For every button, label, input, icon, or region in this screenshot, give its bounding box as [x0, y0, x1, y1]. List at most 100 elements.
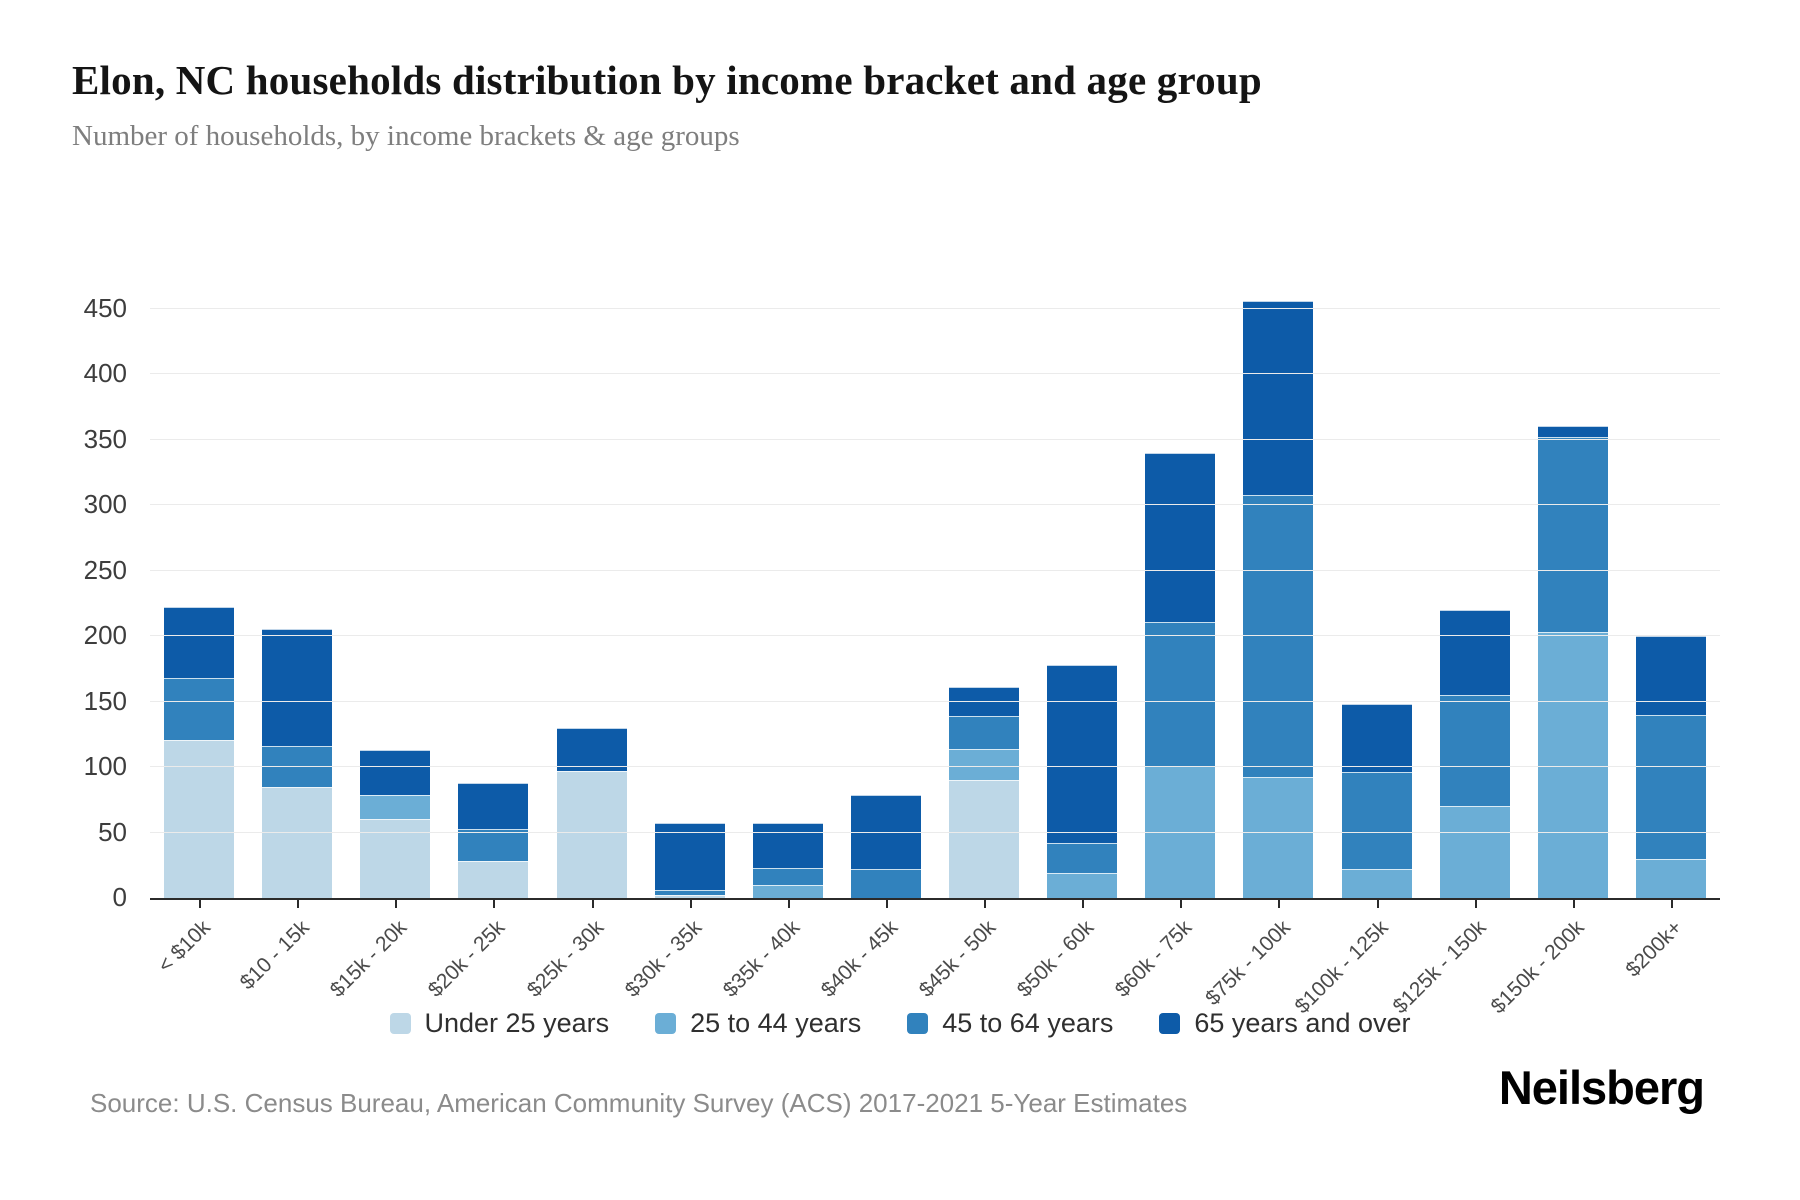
x-axis-tick	[787, 900, 790, 908]
page-subtitle: Number of households, by income brackets…	[72, 120, 740, 152]
y-axis-tick-label: 250	[83, 554, 127, 585]
bar-segment-65-years-and-over[interactable]	[262, 629, 333, 747]
legend-item-25-to-44-years[interactable]: 25 to 44 years	[655, 1008, 861, 1039]
bar-segment-65-years-and-over[interactable]	[1635, 636, 1706, 715]
legend-swatch-icon	[655, 1013, 677, 1034]
bar-segment-45-to-64-years[interactable]	[1341, 772, 1412, 870]
gridline	[150, 569, 1720, 571]
bar-segment-under-25-years[interactable]	[458, 861, 529, 898]
bar-segment-65-years-and-over[interactable]	[556, 727, 627, 771]
x-axis-tick	[1474, 900, 1477, 908]
bar-segment-45-to-64-years[interactable]	[654, 890, 725, 896]
x-axis-tick	[885, 900, 888, 908]
legend-swatch-icon	[907, 1013, 929, 1034]
bar-segment-25-to-44-years[interactable]	[1341, 869, 1412, 898]
bar-segment-45-to-64-years[interactable]	[752, 867, 823, 885]
x-axis-tick	[1278, 900, 1281, 908]
bar-segment-45-to-64-years[interactable]	[1439, 694, 1510, 807]
y-axis-tick-label: 0	[112, 882, 127, 912]
bars-container: < $10k $10 - 15k $15k - 20k $20k - 25k $25k …	[150, 278, 1720, 1018]
bar-segment-65-years-and-over[interactable]	[458, 782, 529, 829]
gridline	[150, 766, 1720, 767]
bar-segment-25-to-44-years[interactable]	[1537, 632, 1608, 898]
x-axis-tick	[493, 900, 496, 908]
bar-slot: $75k - 100k	[1201, 278, 1327, 1010]
bar-slot: $35k - 40k	[718, 278, 837, 1002]
bar-group	[949, 687, 1020, 898]
bar-group	[360, 750, 431, 898]
bar-segment-25-to-44-years[interactable]	[1439, 806, 1510, 898]
x-axis-label: $40k - 45k	[816, 916, 903, 1002]
bar-group	[1341, 704, 1412, 898]
bar-segment-45-to-64-years[interactable]	[164, 677, 235, 740]
bar-segment-65-years-and-over[interactable]	[949, 687, 1020, 716]
bar-segment-65-years-and-over[interactable]	[1145, 452, 1216, 622]
bar-segment-65-years-and-over[interactable]	[1537, 426, 1608, 437]
bar-segment-65-years-and-over[interactable]	[1341, 704, 1412, 773]
x-axis-label: $45k - 50k	[914, 916, 1001, 1002]
bar-segment-25-to-44-years[interactable]	[360, 794, 431, 820]
bar-segment-45-to-64-years[interactable]	[1047, 843, 1118, 874]
legend-label: Under 25 years	[424, 1008, 610, 1038]
bar-group	[458, 782, 529, 898]
y-axis-tick-label: 400	[83, 358, 127, 388]
bar-segment-25-to-44-years[interactable]	[949, 748, 1020, 781]
brand-logo[interactable]: Neilsberg	[1498, 1061, 1705, 1114]
bar-segment-45-to-64-years[interactable]	[949, 715, 1020, 749]
y-axis-tick-label: 100	[83, 751, 127, 781]
bar-group	[1439, 609, 1510, 898]
y-axis-tick-label: 50	[98, 816, 127, 847]
x-axis-label: $25k - 30k	[522, 916, 608, 1002]
gridline	[150, 373, 1720, 374]
bar-segment-65-years-and-over[interactable]	[1243, 300, 1314, 495]
bar-segment-25-to-44-years[interactable]	[1047, 873, 1118, 898]
bar-segment-65-years-and-over[interactable]	[164, 607, 235, 678]
bar-slot: $200k+	[1622, 278, 1720, 981]
bar-group	[164, 607, 235, 898]
source-text: Source: U.S. Census Bureau, American Com…	[90, 1088, 1188, 1118]
legend-swatch-icon	[1159, 1013, 1181, 1034]
bar-slot: $125k - 150k	[1389, 278, 1524, 1018]
bar-group	[850, 794, 921, 898]
bar-segment-65-years-and-over[interactable]	[752, 823, 823, 868]
x-axis-tick	[1572, 900, 1575, 908]
x-axis-label: $200k+	[1621, 916, 1688, 982]
bar-segment-65-years-and-over[interactable]	[360, 750, 431, 795]
x-axis-tick	[297, 900, 300, 908]
legend-item-under-25-years[interactable]: Under 25 years	[389, 1008, 610, 1039]
bar-segment-25-to-44-years[interactable]	[752, 884, 823, 898]
bar-group	[556, 727, 627, 898]
legend-item-45-to-64-years[interactable]: 45 to 64 years	[907, 1008, 1113, 1039]
bar-segment-under-25-years[interactable]	[654, 895, 725, 898]
bar-slot: $30k - 35k	[620, 278, 739, 1002]
bar-segment-45-to-64-years[interactable]	[458, 828, 529, 862]
bar-segment-65-years-and-over[interactable]	[1047, 664, 1118, 843]
x-axis-label: $20k - 25k	[424, 916, 510, 1002]
x-axis-tick	[591, 900, 594, 908]
bar-slot: $150k - 200k	[1487, 278, 1622, 1018]
bar-segment-under-25-years[interactable]	[949, 780, 1020, 898]
bar-segment-45-to-64-years[interactable]	[850, 869, 921, 898]
bar-slot: $60k - 75k	[1111, 278, 1229, 1002]
bar-segment-45-to-64-years[interactable]	[1537, 436, 1608, 633]
page-title: Elon, NC households distribution by inco…	[72, 57, 1262, 103]
bar-segment-65-years-and-over[interactable]	[654, 823, 725, 891]
bar-segment-25-to-44-years[interactable]	[1635, 858, 1706, 898]
bar-segment-25-to-44-years[interactable]	[1243, 777, 1314, 898]
plot-area: < $10k $10 - 15k $15k - 20k $20k - 25k $25k …	[84, 278, 1720, 1018]
bar-segment-under-25-years[interactable]	[164, 739, 235, 898]
bar-segment-45-to-64-years[interactable]	[1635, 714, 1706, 859]
bar-segment-under-25-years[interactable]	[262, 786, 333, 898]
x-axis-tick	[199, 900, 202, 908]
gridline	[150, 700, 1720, 702]
bar-segment-under-25-years[interactable]	[556, 770, 627, 898]
bar-group	[1537, 426, 1608, 898]
bar-segment-under-25-years[interactable]	[360, 819, 431, 898]
legend-item-65-years-and-over[interactable]: 65 years and over	[1159, 1008, 1411, 1039]
bar-segment-65-years-and-over[interactable]	[1439, 609, 1510, 695]
legend-swatch-icon	[389, 1013, 411, 1034]
bar-segment-45-to-64-years[interactable]	[1145, 621, 1216, 766]
bar-segment-45-to-64-years[interactable]	[1243, 494, 1314, 778]
x-axis-tick	[1180, 900, 1183, 908]
